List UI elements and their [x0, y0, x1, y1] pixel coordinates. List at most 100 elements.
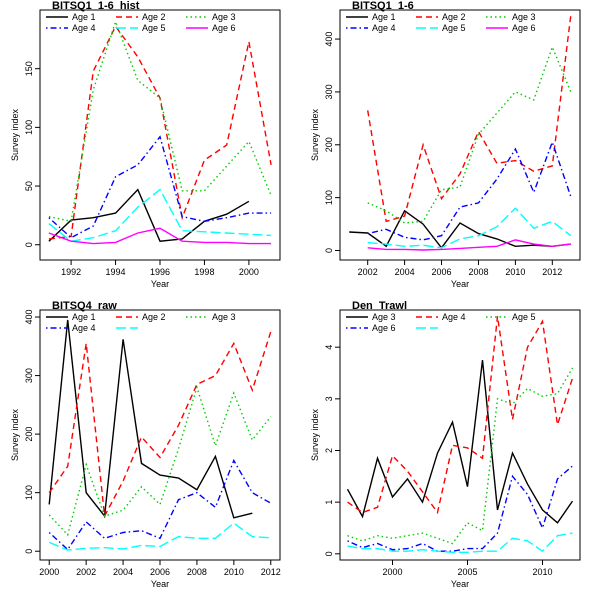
x-tick-label: 2004 [395, 267, 415, 277]
chart-panel-1: BITSQ1_1-6_hist 1992 1994 1996 1998 2000 0 50 10… [10, 0, 281, 289]
y-tick-label: 0 [324, 551, 334, 556]
series-line-age-1 [48, 188, 250, 242]
y-axis-label: Survey index [310, 408, 320, 461]
plot-frame [39, 9, 281, 261]
x-tick-label: 2010 [532, 567, 552, 577]
plot-frame [39, 309, 281, 561]
legend-label: Age 1 [72, 12, 96, 22]
x-tick-label: 2002 [358, 267, 378, 277]
legend-label: Age 2 [442, 12, 466, 22]
legend-label: Age 3 [372, 312, 396, 322]
series-line-age-5 [347, 367, 574, 545]
legend-label: Age 3 [212, 312, 236, 322]
y-tick-label: 300 [24, 368, 34, 383]
x-tick-label: 2010 [505, 267, 525, 277]
y-tick-label: 2 [324, 448, 334, 453]
chart-title: BITSQ1_1-6_hist [52, 0, 140, 12]
y-tick-label: 1 [324, 500, 334, 505]
plot-frame [339, 309, 581, 561]
x-tick-label: 1996 [150, 267, 170, 277]
chart-panel-4: Den_Trawl 2000 2005 2010 0 1 2 3 4 Year Survey ind… [310, 300, 581, 589]
legend-label: Age 3 [512, 12, 536, 22]
y-tick-label: 200 [324, 137, 334, 152]
plot-frame [339, 9, 581, 261]
legend-label: Age 4 [72, 23, 96, 33]
x-tick-label: 1998 [194, 267, 214, 277]
y-tick-label: 100 [24, 485, 34, 500]
x-tick-label: 2008 [468, 267, 488, 277]
series-line-unlabeled-4 [347, 532, 573, 553]
series-line-age-2 [367, 15, 572, 223]
y-axis-label: Survey index [10, 408, 20, 461]
legend-label: Age 4 [372, 23, 396, 33]
chart-title: Den_Trawl [352, 300, 407, 312]
x-tick-label: 2000 [39, 567, 59, 577]
x-axis-label: Year [151, 279, 169, 289]
series-line-age-4 [367, 140, 572, 241]
y-tick-label: 4 [324, 345, 334, 350]
y-axis-label: Survey index [310, 108, 320, 161]
x-tick-label: 2000 [382, 567, 402, 577]
series-line-age-5 [48, 188, 272, 242]
legend-label: Age 6 [512, 23, 536, 33]
legend-label: Age 1 [372, 12, 396, 22]
y-tick-label: 400 [24, 310, 34, 325]
y-tick-label: 100 [24, 120, 34, 135]
x-tick-label: 1994 [106, 267, 126, 277]
x-tick-label: 2008 [187, 567, 207, 577]
legend-label: Age 5 [512, 312, 536, 322]
y-tick-label: 100 [324, 190, 334, 205]
series-line-age-1 [48, 319, 253, 519]
x-tick-label: 2000 [239, 267, 259, 277]
x-tick-label: 2010 [224, 567, 244, 577]
x-tick-label: 2012 [542, 267, 562, 277]
x-axis-label: Year [451, 579, 469, 589]
series-line-age-2 [48, 25, 272, 240]
chart-panel-3: BITSQ4_raw 2000 2002 2004 2006 2008 2010 2012 0 1… [10, 300, 281, 589]
series-line-age-4 [48, 458, 272, 551]
legend-label: Age 1 [72, 312, 96, 322]
legend-label: Age 4 [442, 312, 466, 322]
chart-panel-2: BITSQ1_1-6 2002 2004 2006 2008 2010 2012 0 100 20… [310, 0, 581, 289]
y-tick-label: 0 [324, 248, 334, 253]
x-axis-label: Year [451, 279, 469, 289]
series-line-age-5 [367, 207, 572, 249]
x-tick-label: 2004 [113, 567, 133, 577]
series-line-age-3 [346, 360, 574, 524]
legend-label: Age 2 [142, 312, 166, 322]
y-axis-label: Survey index [10, 108, 20, 161]
legend-label: Age 6 [372, 323, 396, 333]
legend-label: Age 4 [72, 323, 96, 333]
chart-title: BITSQ4_raw [52, 300, 117, 312]
legend-label: Age 5 [142, 23, 166, 33]
y-tick-label: 400 [324, 32, 334, 47]
x-tick-label: 1992 [61, 267, 81, 277]
series-line-age-3 [48, 19, 272, 223]
x-tick-label: 2012 [261, 567, 281, 577]
chart-title: BITSQ1_1-6 [352, 0, 414, 12]
legend-label: Age 5 [442, 23, 466, 33]
x-axis-label: Year [151, 579, 169, 589]
y-tick-label: 200 [24, 427, 34, 442]
y-tick-label: 0 [24, 549, 34, 554]
series-line-unlabeled-4 [48, 522, 271, 551]
series-line-age-6 [367, 239, 571, 251]
series-line-age-3 [367, 45, 572, 224]
x-tick-label: 2002 [76, 567, 96, 577]
series-line-age-4 [347, 316, 574, 515]
series-line-age-4 [48, 135, 272, 239]
series-line-age-3 [48, 384, 272, 537]
legend-label: Age 2 [142, 12, 166, 22]
series-line-age-1 [349, 209, 571, 249]
x-tick-label: 2006 [432, 267, 452, 277]
x-tick-label: 2006 [150, 567, 170, 577]
y-tick-label: 3 [324, 396, 334, 401]
y-tick-label: 50 [24, 181, 34, 191]
legend-label: Age 6 [212, 23, 236, 33]
series-line-age-6 [48, 227, 272, 245]
legend-label: Age 3 [212, 12, 236, 22]
series-line-age-2 [48, 331, 272, 519]
series-line-age-6 [347, 465, 573, 552]
x-tick-label: 2005 [457, 567, 477, 577]
